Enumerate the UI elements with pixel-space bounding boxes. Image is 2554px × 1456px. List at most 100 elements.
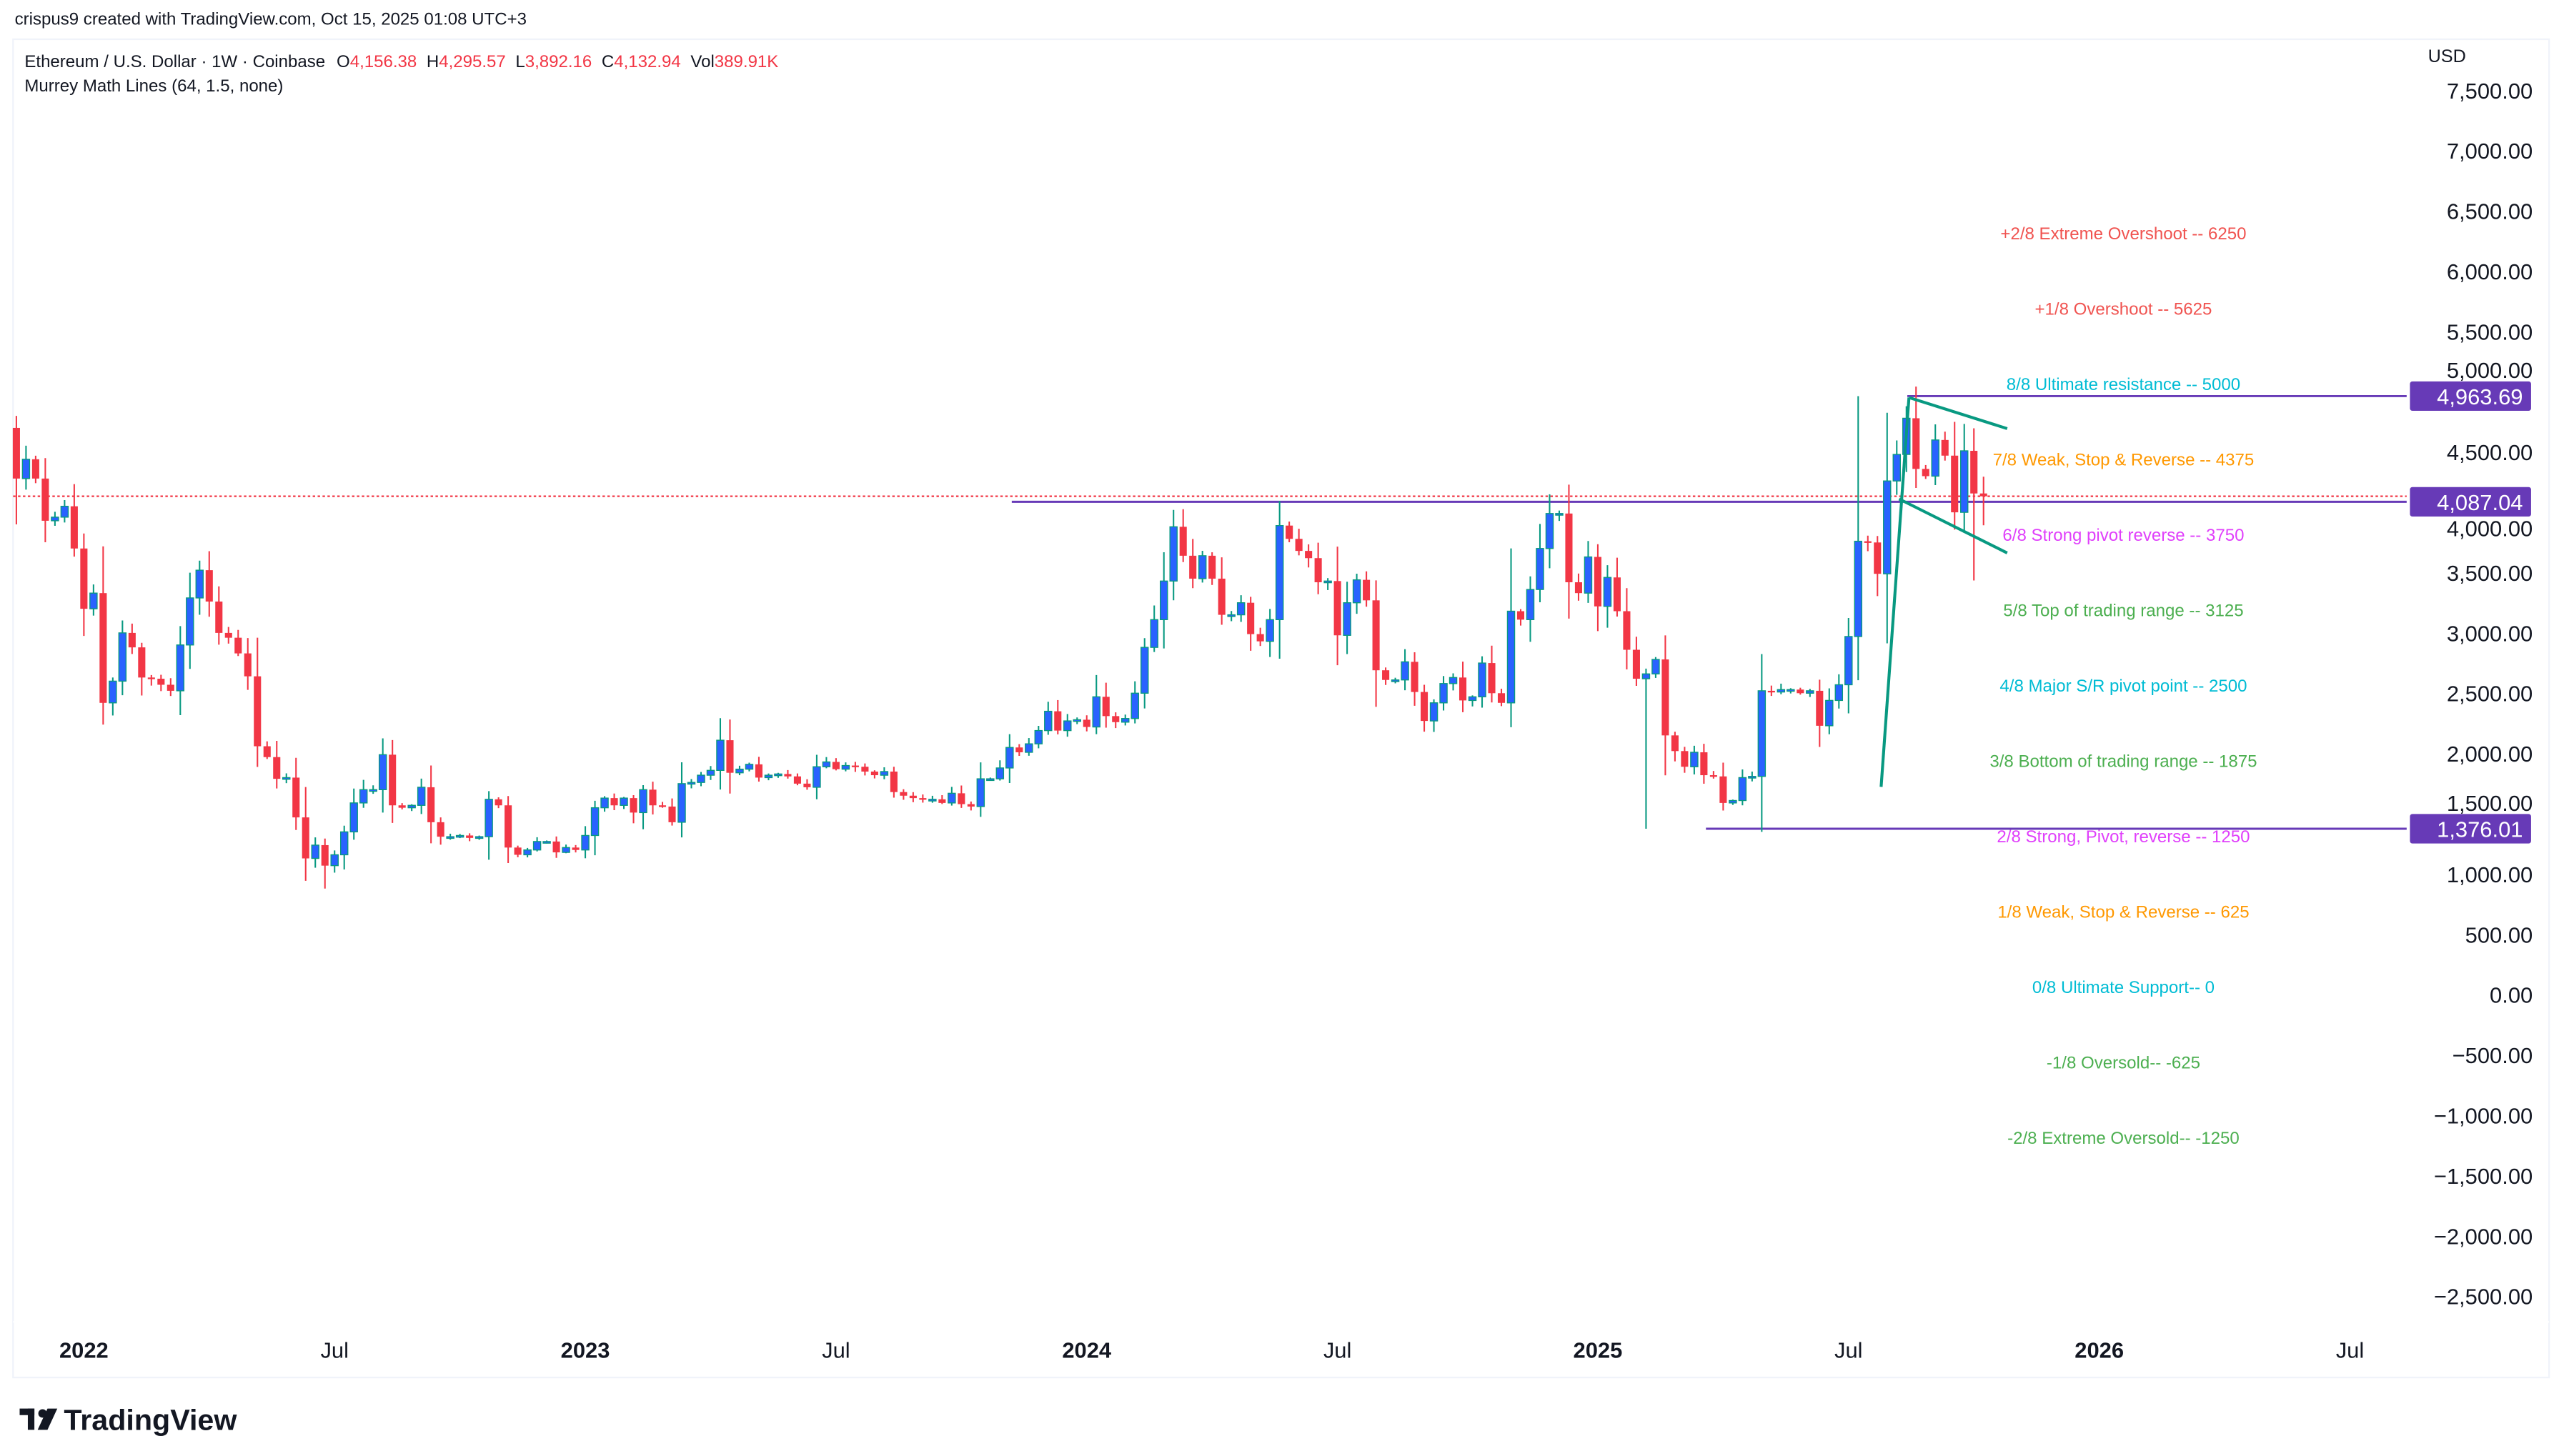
candle-bullish[interactable] <box>339 825 349 870</box>
candle-bearish[interactable] <box>1681 747 1689 773</box>
candle-bullish[interactable] <box>1854 396 1863 681</box>
candle-bullish[interactable] <box>620 797 628 809</box>
trendline-rally[interactable] <box>1879 397 1911 787</box>
candle-bullish[interactable] <box>1266 609 1274 657</box>
candle-bearish[interactable] <box>1661 635 1669 776</box>
candle-bullish[interactable] <box>880 767 889 779</box>
candle-bearish[interactable] <box>389 739 397 823</box>
candle-bearish[interactable] <box>1864 535 1872 552</box>
candle-bullish[interactable] <box>1391 677 1400 684</box>
candle-bullish[interactable] <box>417 778 426 814</box>
candle-bullish[interactable] <box>822 757 831 769</box>
candle-bullish[interactable] <box>474 835 484 840</box>
candle-bearish[interactable] <box>1286 522 1293 542</box>
candle-bearish[interactable] <box>1015 744 1023 756</box>
candle-bullish[interactable] <box>1777 683 1786 694</box>
candle-bullish[interactable] <box>378 738 387 813</box>
candle-bullish[interactable] <box>109 677 117 716</box>
candle-bearish[interactable] <box>1594 544 1601 632</box>
candle-bearish[interactable] <box>1797 687 1804 695</box>
candle-bearish[interactable] <box>1700 744 1708 784</box>
candle-bearish[interactable] <box>99 546 107 725</box>
candle-bullish[interactable] <box>1439 676 1448 711</box>
candle-bullish[interactable] <box>1641 668 1651 829</box>
candle-bullish[interactable] <box>1198 551 1207 583</box>
indicator-legend[interactable]: Murrey Math Lines (64, 1.5, none) <box>24 76 283 96</box>
candle-bullish[interactable] <box>1044 702 1053 735</box>
candle-bearish[interactable] <box>1218 557 1226 625</box>
candle-bullish[interactable] <box>1757 654 1767 832</box>
currency-label[interactable]: USD <box>2428 46 2466 66</box>
candle-bearish[interactable] <box>1112 712 1120 729</box>
candle-bearish[interactable] <box>909 792 917 802</box>
candle-bearish[interactable] <box>658 802 667 808</box>
candle-bullish[interactable] <box>735 765 744 776</box>
candle-bearish[interactable] <box>157 674 165 692</box>
candle-bullish[interactable] <box>1651 657 1660 678</box>
candle-bearish[interactable] <box>234 629 242 657</box>
candle-bullish[interactable] <box>1025 738 1033 756</box>
candle-bullish[interactable] <box>1227 611 1236 622</box>
candle-bullish[interactable] <box>1806 689 1814 697</box>
candle-bullish[interactable] <box>1468 695 1477 707</box>
candle-bearish[interactable] <box>128 623 136 654</box>
candle-bullish[interactable] <box>995 760 1005 781</box>
candle-bullish[interactable] <box>1545 494 1554 569</box>
candle-bearish[interactable] <box>244 638 252 690</box>
candle-bearish[interactable] <box>1459 662 1467 712</box>
candle-bearish[interactable] <box>890 767 898 798</box>
candle-bearish[interactable] <box>1951 422 1959 530</box>
candle-bearish[interactable] <box>302 787 309 881</box>
candle-bearish[interactable] <box>1083 715 1090 732</box>
candle-bullish[interactable] <box>1584 541 1593 603</box>
candle-bullish[interactable] <box>706 766 715 780</box>
candle-bullish[interactable] <box>1690 745 1699 774</box>
time-axis[interactable]: 2022 Jul 2023 Jul 2024 Jul 2025 Jul 2026 Jul <box>59 1338 2364 1363</box>
candle-bearish[interactable] <box>263 741 271 759</box>
candle-bullish[interactable] <box>1005 734 1014 784</box>
candle-bullish[interactable] <box>369 785 377 794</box>
candle-bearish[interactable] <box>1411 652 1418 706</box>
candle-bearish[interactable] <box>70 484 78 557</box>
candle-bearish[interactable] <box>630 795 637 824</box>
candle-bearish[interactable] <box>1333 547 1341 666</box>
candle-bearish[interactable] <box>1767 685 1775 697</box>
candle-bearish[interactable] <box>495 797 502 809</box>
candlestick-series[interactable] <box>12 387 1987 889</box>
candle-bullish[interactable] <box>21 445 31 490</box>
candle-bearish[interactable] <box>1372 580 1380 707</box>
candle-bearish[interactable] <box>437 817 444 845</box>
candle-bearish[interactable] <box>505 796 512 864</box>
candle-bullish[interactable] <box>1169 509 1178 601</box>
candle-bullish[interactable] <box>1275 501 1284 659</box>
candle-bullish[interactable] <box>542 840 551 844</box>
candle-bearish[interactable] <box>1102 682 1110 728</box>
candle-bullish[interactable] <box>562 844 570 854</box>
candle-bearish[interactable] <box>1256 627 1264 647</box>
candle-bullish[interactable] <box>407 804 416 812</box>
trendlines[interactable] <box>1879 396 2008 787</box>
candle-bearish[interactable] <box>398 803 406 809</box>
candle-bullish[interactable] <box>1834 674 1844 709</box>
candle-bullish[interactable] <box>359 779 368 808</box>
candle-bearish[interactable] <box>967 801 975 811</box>
candle-bullish[interactable] <box>195 560 204 615</box>
candle-bullish[interactable] <box>51 512 59 526</box>
candle-bearish[interactable] <box>861 763 869 776</box>
candle-bearish[interactable] <box>1565 484 1573 619</box>
wedge-upper-line[interactable] <box>1908 396 2008 430</box>
candle-bearish[interactable] <box>938 795 946 804</box>
candle-bearish[interactable] <box>138 642 146 696</box>
candle-bearish[interactable] <box>1574 573 1583 601</box>
candle-bearish[interactable] <box>1314 542 1322 594</box>
candle-bearish[interactable] <box>31 455 39 484</box>
candle-bearish[interactable] <box>205 551 213 617</box>
candle-bearish[interactable] <box>1516 609 1525 626</box>
candle-bullish[interactable] <box>176 626 185 716</box>
candle-bullish[interactable] <box>1131 681 1139 724</box>
candle-bearish[interactable] <box>12 416 20 524</box>
candle-bullish[interactable] <box>330 850 339 873</box>
candle-bearish[interactable] <box>649 782 657 815</box>
candle-bullish[interactable] <box>1729 799 1737 805</box>
candle-bullish[interactable] <box>118 620 127 696</box>
